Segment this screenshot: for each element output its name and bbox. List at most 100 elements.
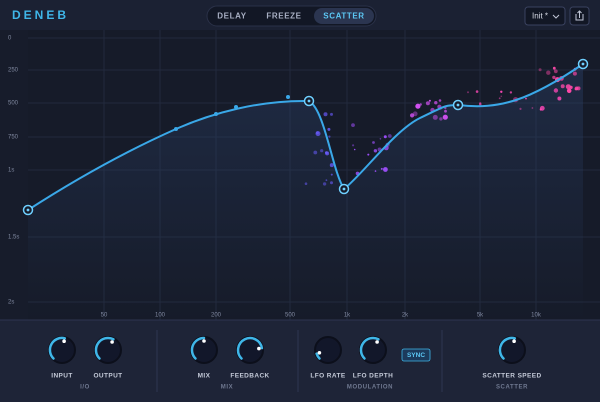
curve-node-center [456,103,460,107]
knob-arc [359,336,380,360]
knob-arc [315,352,321,360]
particle [387,134,392,138]
particle [415,103,421,109]
particle [444,109,447,113]
particle [410,113,415,118]
knob-arc [236,336,264,360]
knob-indicator [202,339,206,343]
particle [372,141,375,144]
particle [367,153,370,156]
particle [325,151,330,156]
knob-indicator [110,340,114,344]
particle [425,101,430,106]
particle [379,138,382,140]
curve-dot [174,127,178,131]
knob-indicator [512,339,516,344]
knob-arc [94,336,115,360]
tab-active-bg[interactable] [314,8,374,24]
particle [531,107,534,109]
y-label: 0 [8,36,12,42]
knob-arc [48,336,67,360]
particle [304,182,308,185]
curve-node-center [26,208,30,212]
knob-indicator [317,351,322,355]
particle [467,91,469,94]
particle [432,114,438,120]
particle [434,101,438,105]
particle [330,173,333,176]
particle [320,149,324,153]
particle [438,99,442,102]
particle [323,112,328,117]
knob-indicator [62,339,66,344]
particle [574,87,578,91]
particle [572,71,577,76]
knob-label: SCATTER SPEED [482,373,541,380]
knob-arc [498,336,517,360]
particle [383,135,387,139]
particle [565,84,571,90]
tab[interactable]: DELAY [217,12,246,21]
tab[interactable]: FREEZE [266,12,301,21]
section-title: SCATTER [496,385,528,391]
curve-node-center [342,187,346,191]
particle [552,75,556,80]
knob-arc [190,336,206,360]
particle [374,170,377,172]
section-title: MODULATION [347,385,393,391]
particle [525,97,527,100]
curve-dot [234,105,238,109]
logo: DENEB [12,8,69,22]
y-label: 250 [8,68,19,74]
particle [539,108,542,111]
knob-label: OUTPUT [93,373,122,380]
y-label: 500 [8,101,19,107]
particle [330,181,333,185]
y-label: 1s [8,168,14,174]
particle [322,182,327,186]
particle [557,96,562,101]
particle [475,90,479,93]
particle [553,88,559,93]
y-label: 2s [8,300,14,306]
knob-label: INPUT [51,373,73,380]
particle [330,112,333,116]
knob-indicator [257,346,261,351]
particle [412,111,418,117]
y-label: 1.5s [8,235,19,241]
particle [383,167,388,172]
knob-label: LFO RATE [310,373,345,380]
knob[interactable] [314,336,342,364]
particle [353,148,356,151]
export-icon [575,10,584,21]
knob-label: FEEDBACK [230,373,269,380]
particle [500,95,503,98]
sync-label[interactable]: SYNC [407,352,425,359]
particle [313,150,318,155]
preset-name[interactable]: Init * [532,12,548,21]
curve-node-center [307,99,311,103]
particle [546,70,551,75]
particle [325,179,328,182]
curve-dot [214,112,218,116]
particle [328,135,331,138]
curve-fill [28,64,583,320]
knob-indicator [375,340,379,344]
particle [500,90,503,94]
sync-button[interactable] [401,348,431,362]
preset-box[interactable] [524,6,566,26]
particle [509,91,513,94]
tab[interactable]: SCATTER [323,12,364,21]
particle [315,131,319,135]
particle [560,84,565,89]
particle [380,167,383,170]
particle [519,107,522,110]
y-label: 750 [8,135,19,141]
curve-node-center [581,62,585,66]
knob-label: LFO DEPTH [353,373,393,380]
particle [351,123,355,127]
curve-dot [286,95,290,99]
knob-label: MIX [198,373,211,380]
